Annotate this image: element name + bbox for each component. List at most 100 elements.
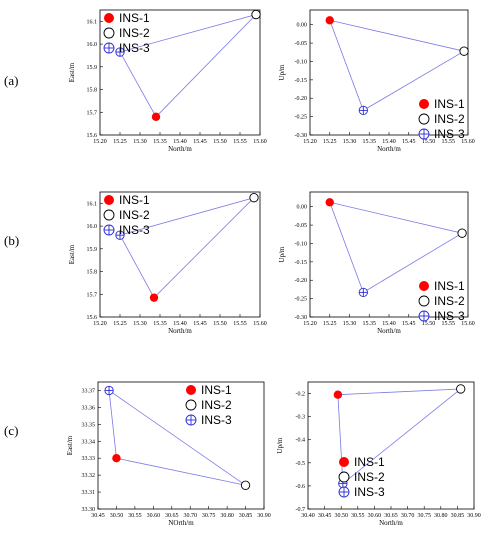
y-tick-label: 33.36 [82,405,96,411]
x-tick-label: 30.75 [417,513,431,519]
y-tick-label: -0.15 [295,260,308,266]
point-ins-2 [251,9,261,20]
legend-label-ins-2: INS-2 [201,398,232,412]
point-ins-1 [151,112,161,122]
y-tick-label: 33.33 [82,456,96,462]
y-axis-title: Up/m [278,64,286,81]
legend-label-ins-3: INS-3 [119,41,150,55]
y-tick-label: -0.05 [295,223,308,229]
legend-marker-ins-2 [418,113,430,125]
x-tick-label: 30.85 [239,513,253,519]
x-tick-label: 15.20 [303,139,317,145]
x-tick-label: 15.55 [442,139,456,145]
x-tick-label: 30.75 [202,513,216,519]
triangle-outline [329,19,466,111]
legend-label-ins-1: INS-1 [434,97,465,111]
y-tick-label: -0.10 [295,59,308,65]
x-tick-label: 15.20 [93,321,107,327]
y-tick-label: -0.3 [296,415,306,421]
triangle-outline [108,389,246,486]
legend-label-ins-1: INS-1 [434,279,465,293]
x-tick-label: 15.20 [303,321,317,327]
point-ins-1 [325,16,334,25]
legend-label-ins-2: INS-2 [119,208,150,222]
x-tick-label: 15.60 [253,321,267,327]
y-axis-title: East/m [68,62,76,82]
x-tick-label: 30.65 [165,513,179,519]
point-ins-2 [456,384,466,394]
x-tick-label: 30.45 [318,513,332,519]
y-tick-label: -0.30 [295,315,308,321]
y-tick-label: 16.0 [87,42,98,48]
chart-b-left: 15.20 15.25 15.30 15.35 15.40 15.45 15.50 15.55… [68,191,267,335]
x-tick-label: 15.55 [442,321,456,327]
y-tick-label: -0.05 [295,41,308,47]
x-tick-label: 15.60 [461,321,475,327]
point-ins-3 [358,287,368,298]
legend-marker-ins-3 [185,414,197,426]
chart-c-left: 30.45 30.50 30.55 30.60 30.65 30.70 30.75 30.80… [66,381,271,527]
x-tick-label: 15.45 [402,139,416,145]
x-tick-label: 15.50 [213,139,227,145]
triangle-outline [329,201,464,293]
y-tick-label: 15.8 [87,270,98,276]
y-tick-label: 16.0 [87,224,98,230]
x-tick-label: 15.35 [363,321,377,327]
y-tick-label: 33.30 [82,507,96,513]
x-tick-label: 15.35 [153,139,167,145]
legend-marker-ins-2 [103,209,115,221]
y-tick-label: -0.25 [295,297,308,303]
legend-marker-ins-1 [419,281,429,291]
x-tick-label: 15.35 [153,321,167,327]
plot-frame [307,381,475,510]
legend-label-ins-1: INS-1 [354,455,385,469]
row-label-c: (c) [4,423,19,438]
x-tick-label: 30.70 [401,513,415,519]
legend-marker-ins-3 [338,486,350,498]
point-ins-3 [358,105,368,116]
x-axis-title: North/m [168,145,192,153]
legend-label-ins-2: INS-2 [434,112,465,126]
x-tick-label: 30.60 [368,513,382,519]
legend-marker-ins-1 [104,13,114,23]
x-tick-label: 15.50 [213,321,227,327]
row-label-a: (a) [4,73,19,88]
x-tick-label: 30.60 [147,513,161,519]
triangle-outline [119,196,256,299]
x-tick-label: 15.40 [173,321,187,327]
point-ins-1 [325,198,334,207]
y-tick-label: 15.7 [87,110,98,116]
x-tick-label: 30.80 [220,513,234,519]
legend-marker-ins-1 [104,195,114,205]
point-ins-2 [240,480,251,490]
row-label-b: (b) [4,233,20,248]
x-tick-label: 15.55 [233,139,247,145]
x-tick-label: 30.55 [351,513,365,519]
y-tick-label: 15.9 [87,65,98,71]
legend-marker-ins-2 [338,471,350,483]
x-tick-label: 30.50 [334,513,348,519]
x-tick-label: 15.25 [323,321,337,327]
x-tick-label: 30.45 [91,513,105,519]
y-tick-label: 33.34 [82,439,96,445]
y-tick-label: 33.32 [82,473,96,479]
y-tick-label: 0.00 [297,205,308,211]
y-tick-label: 33.35 [82,422,96,428]
point-ins-2 [459,46,469,56]
x-tick-label: 15.60 [253,139,267,145]
y-axis-title: East/m [68,244,76,264]
x-axis-title: NOrth/m [168,519,194,527]
legend-label-ins-1: INS-1 [201,383,232,397]
x-tick-label: 15.30 [133,139,147,145]
x-tick-label: 30.80 [434,513,448,519]
triangle-outline [337,388,462,485]
y-tick-label: -0.7 [296,507,306,513]
chart-a-left: 15.20 15.25 15.30 15.35 15.40 15.45 15.50 15.55… [68,9,267,153]
y-tick-label: 16.1 [87,19,98,25]
x-tick-label: 30.55 [128,513,142,519]
x-axis-title: North/m [379,519,403,527]
legend-marker-ins-3 [103,224,115,236]
y-tick-label: 15.9 [87,247,98,253]
legend-label-ins-3: INS-3 [434,127,465,141]
x-tick-label: 15.30 [343,139,357,145]
